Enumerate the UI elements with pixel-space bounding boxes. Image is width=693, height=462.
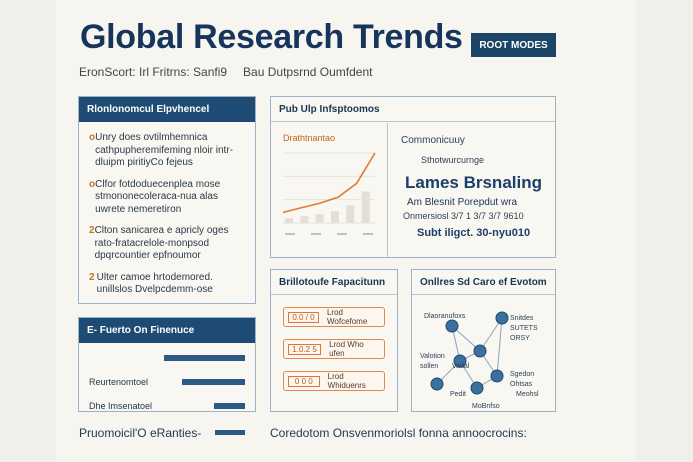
network-label: sollen bbox=[420, 363, 438, 370]
network-panel-title: Onllres Sd Caro ef Evotom bbox=[412, 270, 555, 295]
highlights-panel-title: Rlonlonomcul Elpvhencel bbox=[79, 97, 255, 122]
network-label: Sgedon bbox=[510, 371, 534, 378]
info-detail: Am Blesnit Porepdut wra bbox=[407, 197, 518, 208]
chart-bar bbox=[285, 218, 293, 223]
funding-bar bbox=[182, 379, 245, 385]
footer-right-text: Coredotom Onsvenmoriolsl fonna annoocroc… bbox=[270, 426, 527, 440]
network-label: Valotion bbox=[420, 353, 445, 360]
network-label: Dlaoranufoxs bbox=[424, 313, 466, 320]
network-node bbox=[430, 377, 444, 391]
funding-panel: E- Fuerto On Finenuce Reurtenomtoel Dhe … bbox=[78, 317, 256, 412]
output-pill: 1.0.2 5 bbox=[288, 343, 322, 355]
network-label: Pedit bbox=[450, 391, 466, 398]
panel-divider bbox=[387, 123, 388, 257]
bullet-marker: o bbox=[89, 178, 96, 190]
outputs-panel: Brillotoufe Fapacitunn 0.0 / 0 Lrod Wofc… bbox=[270, 269, 398, 412]
trend-chart-label: Drathtnantao bbox=[283, 133, 336, 143]
chart-bar bbox=[315, 214, 324, 223]
network-edge bbox=[479, 317, 503, 352]
info-detail: Onmersiosl 3/7 1 3/7 3/7 9610 bbox=[403, 211, 524, 221]
info-subheading: Sthotwurcurnge bbox=[421, 155, 485, 165]
funding-bar bbox=[214, 403, 245, 409]
network-label: Vadal bbox=[452, 363, 470, 370]
list-item: o Unry does ovtilmhemnica cathpupheremif… bbox=[89, 132, 247, 170]
output-value: Lrod Who ufen bbox=[329, 340, 364, 358]
network-label: ORSY bbox=[510, 335, 530, 342]
network-node bbox=[445, 319, 459, 333]
subtitle-right: Bau Dutpsrnd Oumfdent bbox=[243, 65, 373, 79]
chart-tick bbox=[337, 233, 347, 235]
network-label: SUTETS bbox=[510, 325, 538, 332]
bullet-text: Ulter camoe hrtodemored. unillslos Dvelp… bbox=[96, 271, 213, 296]
network-label: MoBnfso bbox=[472, 403, 500, 410]
output-pill: 0.0 / 0 bbox=[288, 311, 319, 323]
info-date: Subt iligct. 30-nyu010 bbox=[417, 227, 531, 239]
bullet-text: Unry does ovtilmhemnica cathpupheremifem… bbox=[95, 132, 233, 168]
network-node bbox=[470, 381, 484, 395]
header-button[interactable]: ROOT MODES bbox=[471, 33, 556, 57]
network-node bbox=[495, 311, 509, 325]
chart-bar bbox=[300, 216, 309, 223]
list-item: 2 Ulter camoe hrtodemored. unillslos Dve… bbox=[89, 272, 247, 297]
funding-row: Reurtenomtoel bbox=[79, 373, 255, 391]
chart-series-line bbox=[282, 152, 376, 214]
footer-bar bbox=[215, 430, 245, 435]
bullet-marker: o bbox=[89, 132, 96, 143]
bullet-text: Clfor fotdoduecenplea mose stmononecoler… bbox=[95, 178, 221, 215]
funding-panel-title: E- Fuerto On Finenuce bbox=[79, 318, 255, 343]
funding-row-label: Reurtenomtoel bbox=[89, 377, 149, 387]
network-label: Ohtsas bbox=[510, 381, 533, 388]
output-row[interactable]: 1.0.2 5 Lrod Who ufen bbox=[283, 339, 385, 359]
chart-bar bbox=[346, 205, 355, 223]
network-panel: Onllres Sd Caro ef Evotom Dlaoranufoxs Sn… bbox=[411, 269, 556, 412]
network-node bbox=[473, 344, 487, 358]
output-pill: 0 0 0 bbox=[288, 375, 320, 387]
chart-tick bbox=[363, 233, 373, 235]
footer-left-text: Pruomoicil'O eRanties- bbox=[79, 426, 202, 440]
outputs-panel-title: Brillotoufe Fapacitunn bbox=[271, 270, 397, 295]
network-label: Snitdes bbox=[510, 315, 534, 322]
output-value: Lrod Wofcefome bbox=[326, 308, 368, 326]
funding-row: Dhe Imsenatoel bbox=[79, 397, 255, 415]
page-title: Global Research Trends bbox=[80, 18, 463, 56]
output-row[interactable]: 0.0 / 0 Lrod Wofcefome bbox=[283, 307, 385, 327]
output-value: Lrod Whiduenrs bbox=[327, 372, 366, 390]
bullet-marker: 2 bbox=[89, 271, 95, 283]
subtitle-left: EronScort: Irl Fritrns: Sanfi9 bbox=[79, 65, 228, 79]
funding-row-label: Dhe Imsenatoel bbox=[89, 401, 153, 411]
info-highlight: Lames Brsnaling bbox=[405, 173, 542, 192]
trends-panel: Pub Ulp Infsptoomos Drathtnantao Commoni… bbox=[270, 96, 556, 258]
bullet-marker: 2 bbox=[89, 225, 95, 236]
chart-tick bbox=[285, 233, 295, 235]
chart-bar bbox=[361, 191, 370, 223]
trend-chart bbox=[282, 152, 376, 235]
funding-row bbox=[79, 349, 255, 367]
network-edge bbox=[496, 317, 503, 377]
network-node bbox=[453, 354, 467, 368]
page-subtitle: EronScort: Irl Fritrns: Sanfi9 Bau Dutpsr… bbox=[79, 65, 372, 79]
funding-bar bbox=[164, 355, 245, 361]
network-diagram: Dlaoranufoxs Snitdes SUTETS ORSY Valotion sol… bbox=[420, 311, 539, 410]
list-item: o Clfor fotdoduecenplea mose stmononecol… bbox=[89, 179, 247, 217]
output-row[interactable]: 0 0 0 Lrod Whiduenrs bbox=[283, 371, 385, 391]
network-node bbox=[490, 369, 504, 383]
chart-bar bbox=[331, 211, 339, 223]
highlights-panel: Rlonlonomcul Elpvhencel o Unry does ovti… bbox=[78, 96, 256, 304]
network-label: Meohsl bbox=[516, 391, 539, 398]
bullet-text: Clton sanicarea e apricly oges rato-frat… bbox=[94, 225, 229, 261]
chart-tick bbox=[311, 233, 321, 235]
list-item: 2 Clton sanicarea e apricly oges rato-fr… bbox=[89, 225, 247, 263]
trends-panel-title: Pub Ulp Infsptoomos bbox=[271, 97, 555, 122]
highlights-list: o Unry does ovtilmhemnica cathpupheremif… bbox=[79, 122, 255, 297]
info-heading: Commonicuuy bbox=[401, 135, 465, 146]
